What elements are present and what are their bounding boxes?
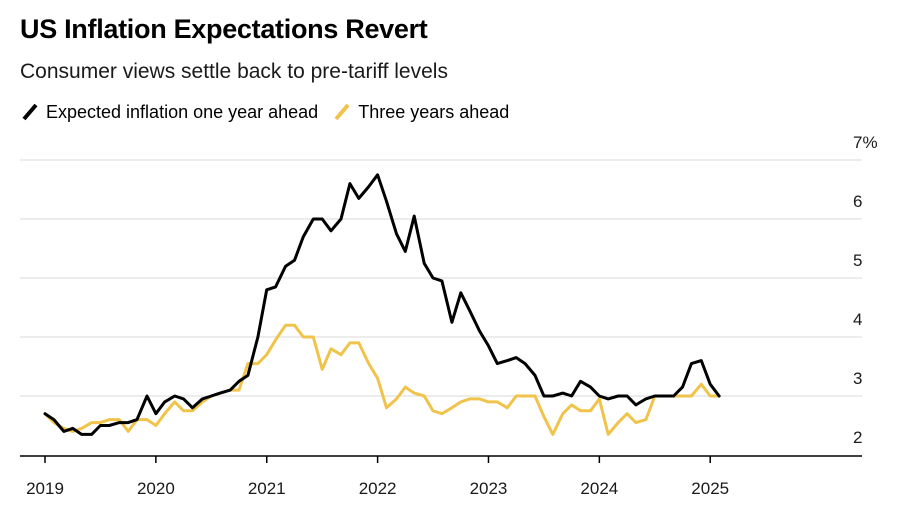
x-tick-label: 2023	[470, 479, 508, 498]
x-tick-label: 2020	[137, 479, 175, 498]
legend-swatch-three-years	[334, 103, 350, 121]
x-axis: 2019 2020 2021 2022 2023 2024 2025	[20, 455, 862, 498]
series-line	[43, 173, 721, 436]
x-tick-label: 2019	[26, 479, 64, 498]
legend-label-three-years: Three years ahead	[358, 101, 510, 122]
legend-item-one-year: Expected inflation one year ahead	[20, 102, 318, 123]
y-axis-labels: 2 3 4 5 6 7%	[853, 133, 878, 447]
legend-label-one-year: Expected inflation one year ahead	[46, 101, 319, 122]
series-lines	[43, 173, 721, 436]
x-tick-label: 2021	[248, 479, 286, 498]
y-tick-label: 6	[853, 192, 862, 211]
legend-item-three-years: Three years ahead	[332, 102, 509, 123]
y-tick-label: 7%	[853, 133, 878, 152]
legend-swatch-one-year	[22, 103, 38, 121]
x-tick-label: 2024	[580, 479, 618, 498]
chart-subtitle: Consumer views settle back to pre-tariff…	[20, 60, 448, 83]
y-tick-label: 4	[853, 310, 862, 329]
y-tick-label: 3	[853, 369, 862, 388]
series-line	[43, 323, 721, 436]
chart-legend: Expected inflation one year ahead Three …	[20, 99, 523, 125]
y-tick-label: 2	[853, 428, 862, 447]
y-tick-label: 5	[853, 251, 862, 270]
x-tick-label: 2022	[359, 479, 397, 498]
gridlines	[20, 159, 862, 397]
chart-title: US Inflation Expectations Revert	[20, 14, 428, 44]
x-tick-label: 2025	[691, 479, 729, 498]
